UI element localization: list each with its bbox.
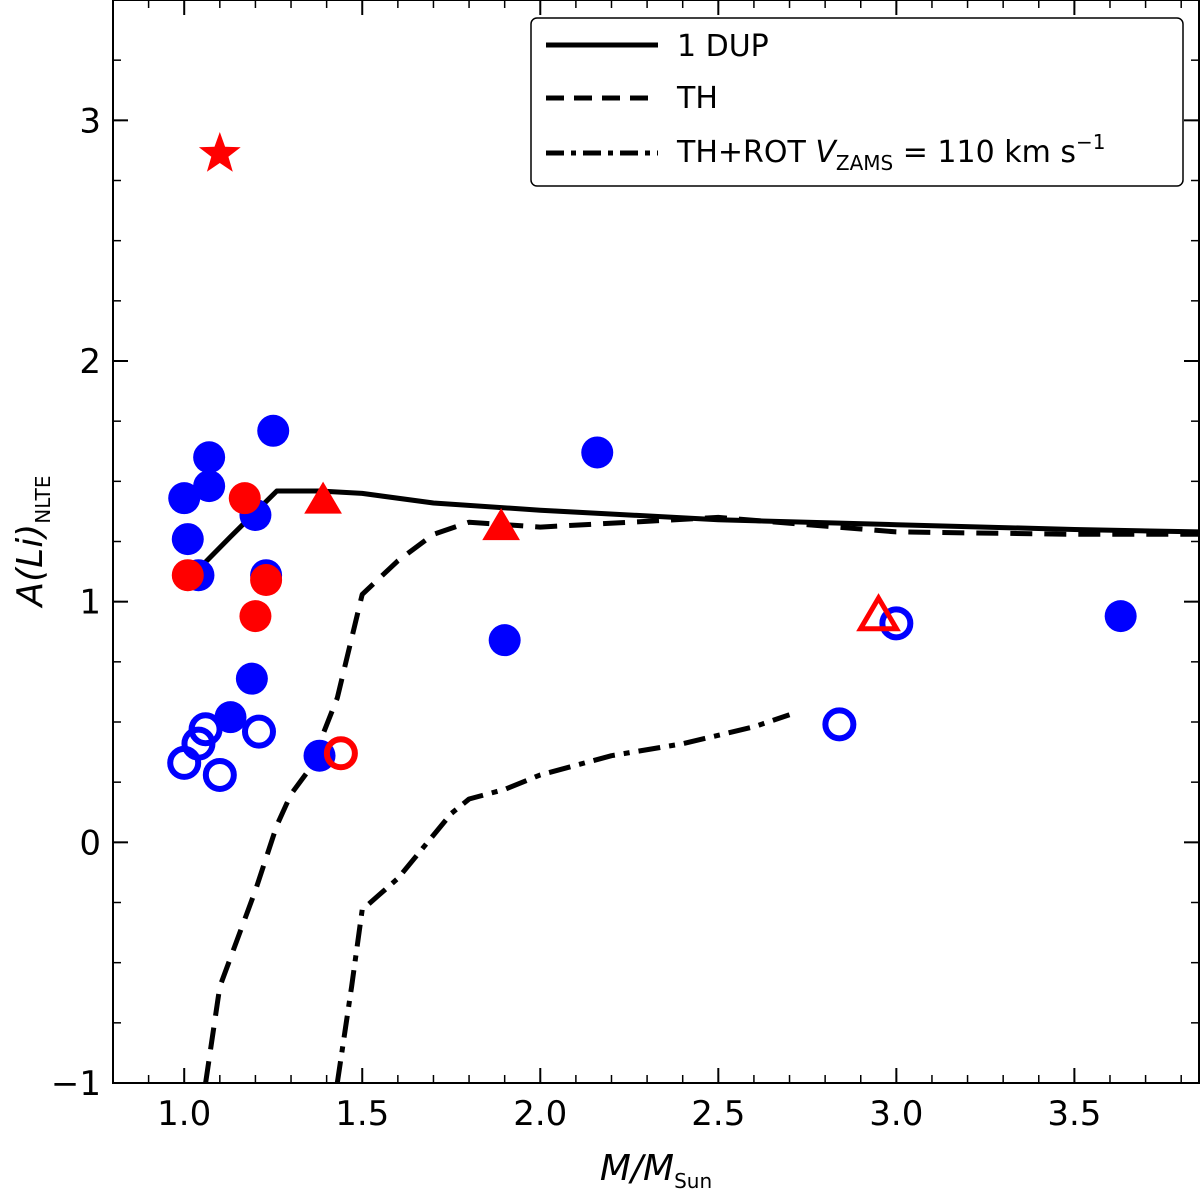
legend-label-1dup: 1 DUP (677, 29, 769, 64)
y-tick-label: −1 (51, 1064, 101, 1104)
plot-frame (112, 0, 1200, 1084)
red-filled-triangle-point (482, 508, 520, 541)
x-tick-label: 1.5 (335, 1094, 389, 1134)
x-tick-label: 2.0 (513, 1094, 567, 1134)
blue-open-circle-point (241, 714, 276, 749)
blue-open-circle-point (822, 707, 857, 742)
red-filled-circle-point (171, 559, 204, 592)
blue-filled-circle-point (235, 662, 268, 695)
blue-open-circle-point (879, 606, 914, 641)
legend-box (530, 17, 1184, 187)
y-tick-label: 3 (79, 101, 101, 141)
x-tick-label: 3.0 (869, 1094, 923, 1134)
red-star-point (198, 132, 241, 172)
blue-open-circle-point (188, 712, 223, 747)
red-open-circle-point (323, 736, 358, 771)
x-tick-label: 1.0 (157, 1094, 211, 1134)
legend: 1 DUP TH TH+ROT VZAMS = 110 km s−1 (530, 17, 1184, 187)
x-tick-label: 3.5 (1047, 1094, 1101, 1134)
blue-filled-circle-point (168, 482, 201, 515)
red-filled-circle-point (239, 600, 272, 633)
blue-filled-circle-point (1104, 600, 1137, 633)
data-points (167, 132, 1137, 792)
blue-filled-circle-point (193, 441, 226, 474)
blue-filled-circle-point (257, 414, 290, 447)
blue-filled-circle-point (193, 470, 226, 503)
blue-filled-circle-point (488, 624, 521, 657)
ticks-layer: 1.0 1.5 2.0 2.5 3.0 3.5 −1 0 1 2 3 (51, 0, 1199, 1134)
line-dashdot (334, 712, 791, 1083)
x-tick-label: 2.5 (691, 1094, 745, 1134)
red-filled-circle-point (228, 482, 261, 515)
blue-filled-circle-point (581, 436, 614, 469)
y-tick-label: 1 (79, 583, 101, 623)
legend-label-throt: TH+ROT VZAMS = 110 km s−1 (676, 130, 1105, 175)
blue-open-circle-point (202, 757, 237, 792)
x-axis-title: M/MSun (600, 1148, 712, 1192)
model-lines (200, 488, 1199, 1083)
legend-label-th: TH (676, 81, 718, 116)
y-tick-label: 2 (79, 342, 101, 382)
y-tick-label: 0 (79, 823, 101, 863)
blue-filled-circle-point (214, 701, 247, 734)
line-dashed (203, 514, 1199, 1083)
blue-filled-circle-point (171, 523, 204, 556)
blue-open-circle-point (167, 745, 202, 780)
red-filled-circle-point (250, 564, 283, 597)
y-axis-title: A(Li)NLTE (10, 476, 55, 609)
line-solid (200, 488, 1199, 568)
red-open-triangle-point (856, 593, 901, 632)
red-filled-triangle-point (304, 481, 342, 514)
